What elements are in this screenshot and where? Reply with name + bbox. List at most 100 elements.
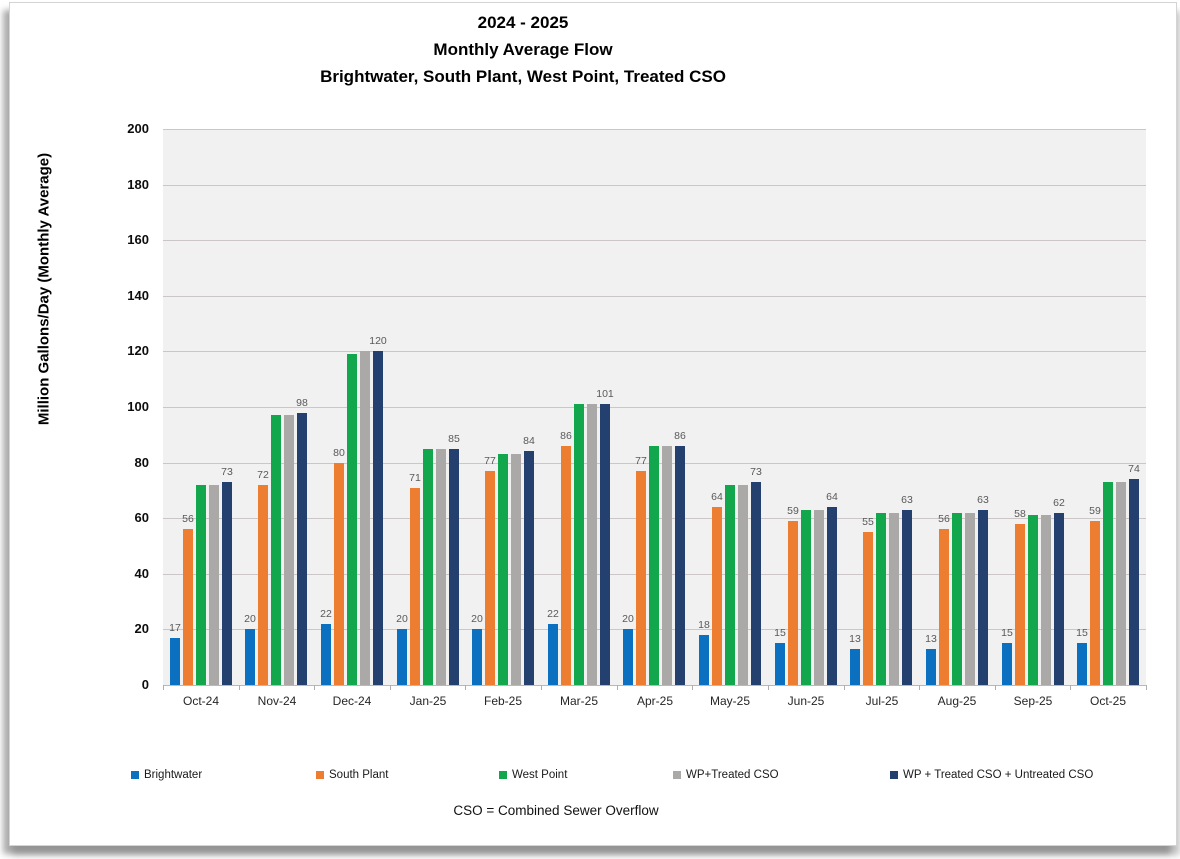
bar-value-label: 85 <box>448 433 460 445</box>
y-axis-tick-label: 0 <box>141 677 149 692</box>
bar-value-label: 20 <box>471 613 483 625</box>
x-axis-tick-mark <box>1070 685 1071 690</box>
y-axis-title: Million Gallons/Day (Monthly Average) <box>35 152 53 426</box>
bar <box>258 485 268 685</box>
x-axis-category-label: Oct-24 <box>182 694 219 708</box>
y-axis-tick-label: 160 <box>127 232 149 247</box>
gridline <box>163 185 1146 186</box>
bar <box>1090 521 1100 685</box>
bar <box>1103 482 1113 685</box>
x-axis-category-label: Feb-25 <box>483 694 523 708</box>
x-axis-tick-mark <box>541 685 542 690</box>
x-axis-tick-mark <box>163 685 164 690</box>
y-axis-tick-label: 180 <box>127 177 149 192</box>
bar-value-label: 56 <box>182 513 194 525</box>
x-axis-tick-mark <box>390 685 391 690</box>
bar <box>712 507 722 685</box>
bar-value-label: 84 <box>523 435 535 447</box>
x-axis-tick-mark <box>692 685 693 690</box>
bar-value-label: 71 <box>409 472 421 484</box>
y-axis-tick-label: 120 <box>127 343 149 358</box>
bar <box>561 446 571 685</box>
gridline <box>163 685 1146 686</box>
x-axis-category-label: Aug-25 <box>937 694 977 708</box>
bar <box>284 415 294 685</box>
bar-value-label: 73 <box>750 466 762 478</box>
bar <box>636 471 646 685</box>
bar <box>751 482 761 685</box>
bar-value-label: 80 <box>333 447 345 459</box>
bar-value-label: 56 <box>938 513 950 525</box>
gridline <box>163 351 1146 352</box>
legend-label: South Plant <box>329 769 389 781</box>
bar-value-label: 20 <box>396 613 408 625</box>
bar <box>889 513 899 685</box>
legend-swatch-icon <box>499 771 507 779</box>
bar-value-label: 13 <box>925 633 937 645</box>
bar-value-label: 63 <box>977 494 989 506</box>
chart-card: 2024 - 2025 Monthly Average Flow Brightw… <box>9 2 1177 846</box>
bar <box>334 463 344 685</box>
y-axis-tick-label: 40 <box>134 566 149 581</box>
bar <box>511 454 521 685</box>
bar <box>397 629 407 685</box>
x-axis-category-label: Nov-24 <box>257 694 297 708</box>
bar-value-label: 77 <box>484 455 496 467</box>
chart-title-line1: 2024 - 2025 <box>477 13 569 32</box>
bar-value-label: 15 <box>1076 627 1088 639</box>
x-axis-tick-mark <box>768 685 769 690</box>
bar <box>876 513 886 685</box>
gridline <box>163 240 1146 241</box>
bar <box>1077 643 1087 685</box>
legend-label: Brightwater <box>144 769 203 781</box>
x-axis-tick-mark <box>995 685 996 690</box>
legend-swatch-icon <box>673 771 681 779</box>
chart-title-line2: Monthly Average Flow <box>433 40 613 59</box>
bar <box>1041 515 1051 685</box>
y-axis-tick-label: 140 <box>127 288 149 303</box>
bar <box>574 404 584 685</box>
y-axis-tick-label: 20 <box>134 621 149 636</box>
x-axis-category-label: May-25 <box>709 694 750 708</box>
gridline <box>163 129 1146 130</box>
bar <box>410 488 420 685</box>
x-axis-category-label: Apr-25 <box>636 694 674 708</box>
bar-value-label: 98 <box>296 397 308 409</box>
legend-label: West Point <box>512 769 568 781</box>
bar <box>209 485 219 685</box>
bar-value-label: 15 <box>774 627 786 639</box>
bar-value-label: 74 <box>1128 463 1140 475</box>
bar <box>1002 643 1012 685</box>
legend-swatch-icon <box>316 771 324 779</box>
bar <box>1129 479 1139 685</box>
bar-value-label: 77 <box>635 455 647 467</box>
x-axis-tick-mark <box>1146 685 1147 690</box>
bar <box>600 404 610 685</box>
bar <box>788 521 798 685</box>
bar <box>524 451 534 685</box>
bar <box>1015 524 1025 685</box>
bar <box>827 507 837 685</box>
legend-swatch-icon <box>131 771 139 779</box>
bar <box>449 449 459 685</box>
bar <box>725 485 735 685</box>
bar-value-label: 59 <box>1089 505 1101 517</box>
bar <box>978 510 988 685</box>
bar <box>297 413 307 685</box>
x-axis-category-label: Mar-25 <box>559 694 598 708</box>
bar <box>801 510 811 685</box>
legend-item: West Point <box>499 766 568 781</box>
x-axis-tick-mark <box>314 685 315 690</box>
x-axis-tick-mark <box>617 685 618 690</box>
legend-label: WP + Treated CSO + Untreated CSO <box>903 769 1094 781</box>
bar-value-label: 63 <box>901 494 913 506</box>
bar <box>649 446 659 685</box>
bar-value-label: 73 <box>221 466 233 478</box>
bar <box>814 510 824 685</box>
bar <box>170 638 180 685</box>
x-axis-category-label: Jun-25 <box>787 694 825 708</box>
bar-value-label: 64 <box>826 491 838 503</box>
bar <box>662 446 672 685</box>
bar-value-label: 120 <box>369 335 387 347</box>
bar-value-label: 55 <box>862 516 874 528</box>
